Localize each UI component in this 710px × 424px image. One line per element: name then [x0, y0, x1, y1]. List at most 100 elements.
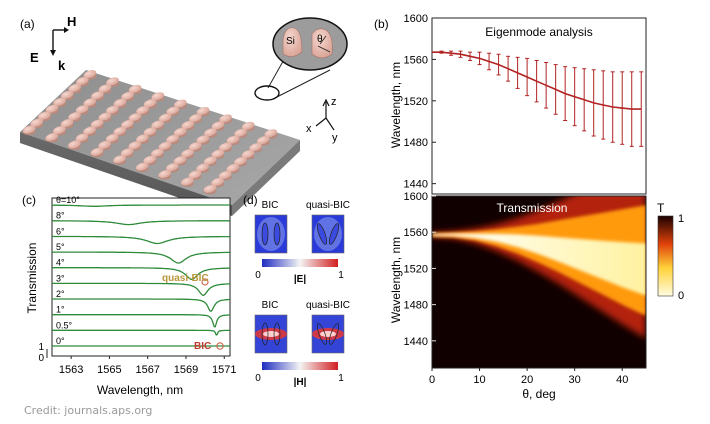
pillar	[264, 129, 278, 138]
spectrum-angle-label: 1°	[56, 305, 65, 315]
transmission-frame	[431, 195, 647, 369]
pillar	[181, 177, 194, 186]
pillar	[30, 118, 44, 127]
panel-d-label: (d)	[243, 193, 258, 207]
pillar	[98, 140, 111, 149]
polarization-arrows	[50, 27, 69, 56]
pillar	[75, 133, 89, 142]
quasi-bic-annotation: quasi-BIC	[162, 273, 209, 284]
bic-annotation: BIC	[194, 341, 211, 352]
pillar	[219, 142, 232, 151]
transmission-ytick-label: 1560	[404, 227, 428, 239]
e-bic-title: BIC	[262, 200, 279, 211]
inset-theta-label: θ	[317, 34, 323, 45]
pillar	[249, 143, 262, 152]
colorbar-tick-max: 1	[678, 213, 684, 225]
coordinate-axes	[315, 98, 335, 131]
transmission-xtick-label: 0	[429, 374, 435, 386]
pillar	[91, 91, 104, 100]
spectra-curves	[52, 204, 231, 347]
spectrum-curve	[52, 314, 231, 328]
eigenmode-plot-frame	[431, 17, 647, 195]
pillar	[60, 119, 74, 128]
pillar	[136, 134, 149, 143]
inset-pillar-left	[282, 27, 303, 57]
spectra-xtick-label: 1563	[59, 364, 83, 376]
e-quasi-bic-title: quasi-BIC	[306, 200, 350, 211]
h-scale-max: 1	[338, 373, 344, 384]
pillar	[166, 106, 180, 115]
pillar	[203, 184, 217, 193]
pillar	[68, 83, 82, 92]
e-scale-min: 0	[255, 270, 261, 281]
pillar-array	[22, 70, 278, 195]
panel-b: (b) Eigenmode analysis 1440 1480 1520 1560 1…	[374, 13, 684, 401]
pillar	[234, 157, 247, 165]
pillar	[128, 113, 142, 122]
pillar	[68, 112, 81, 121]
axis-h-label: H	[67, 14, 76, 29]
colorbar	[657, 215, 674, 297]
pillar	[90, 147, 104, 156]
panel-c: (c) θ=10°8°6°5°4°3°2°1°0.5°0° 1563 1565 15…	[22, 193, 237, 397]
h-colorscale	[262, 362, 338, 370]
e-scale-max: 1	[338, 270, 344, 281]
spectra-xtick-label: 1569	[174, 364, 198, 376]
pillar	[136, 106, 149, 115]
pillar	[158, 113, 172, 122]
spectra-x-axis: 1563 1565 1567 1569 1571	[59, 356, 237, 376]
transmission-xtick-label: 30	[569, 374, 581, 386]
pillar	[173, 156, 187, 165]
eigenmode-ytick-label: 1440	[404, 179, 428, 191]
eigenmode-y-axis: 1440 1480 1520 1560 1600	[404, 13, 436, 191]
pillar	[158, 170, 172, 178]
spectra-xtick-label: 1567	[135, 364, 159, 376]
pillar	[90, 119, 104, 128]
inset-angle-mark	[317, 35, 331, 53]
panel-c-label: (c)	[22, 193, 36, 207]
pillar	[219, 114, 232, 123]
h-scale-min: 0	[255, 373, 261, 384]
spectra-angle-labels: θ=10° 8° 6° 5° 4° 3° 2° 1° 0.5° 0°	[56, 195, 80, 346]
pillar	[181, 120, 195, 129]
h-field-label: |H|	[294, 377, 307, 388]
eigenmode-resonance-line	[432, 51, 642, 110]
transmission-xtick-label: 20	[521, 374, 533, 386]
spectrum-curve	[52, 298, 230, 312]
spectra-xtick-label: 1565	[97, 364, 121, 376]
substrate-side	[20, 132, 232, 216]
spectra-ylabel: Transmission	[25, 243, 39, 314]
spectrum-angle-label: 2°	[56, 289, 65, 299]
pillar	[151, 92, 165, 101]
h-field-map-quasi-bic	[311, 314, 345, 354]
pillar	[45, 104, 59, 113]
pillar	[241, 121, 255, 130]
pillar	[98, 84, 112, 93]
axis-k-label: k	[58, 58, 66, 73]
eigenmode-title: Eigenmode analysis	[485, 25, 592, 39]
substrate-end	[232, 140, 300, 216]
eigenmode-ytick-label: 1480	[404, 137, 428, 149]
spectra-xlabel: Wavelength, nm	[97, 383, 183, 397]
zoom-line-2	[272, 69, 331, 100]
spectrum-curve	[52, 329, 230, 336]
coord-y: y	[332, 132, 338, 144]
spectrum-angle-label: 5°	[56, 242, 65, 252]
pillar	[106, 105, 119, 114]
inset-si-label: Si	[286, 36, 295, 47]
spectra-xtick-label: 1571	[212, 364, 236, 376]
pillar	[45, 133, 59, 141]
pillar	[241, 150, 255, 159]
pillar	[196, 135, 210, 144]
pillar	[158, 141, 172, 150]
spectrum-angle-label: 0°	[56, 336, 65, 346]
transmission-x-axis: 0 10 20 30 40	[429, 368, 628, 386]
panel-b-label: (b)	[374, 17, 389, 31]
pillar	[143, 155, 157, 164]
h-bic-title: BIC	[262, 300, 279, 311]
pillar	[196, 163, 209, 172]
pillar	[83, 70, 97, 78]
pillar	[120, 148, 134, 157]
spectrum-curve	[52, 282, 230, 296]
transmission-ytick-label: 1520	[404, 263, 428, 275]
